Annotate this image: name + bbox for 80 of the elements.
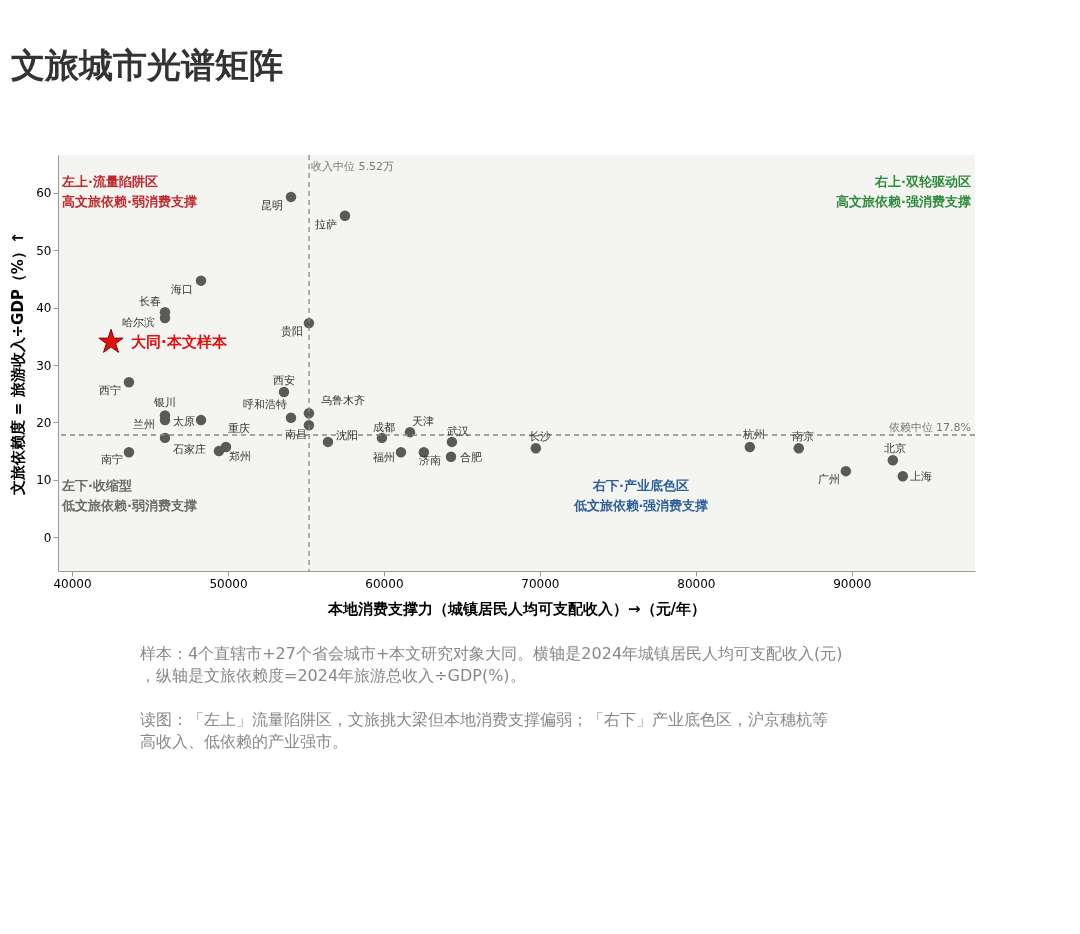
point xyxy=(322,436,334,448)
annotation: 贵阳 xyxy=(280,325,303,339)
point xyxy=(285,191,297,203)
y-tick-label: 30 xyxy=(36,358,52,373)
point xyxy=(897,471,909,482)
annotation: 高文旅依赖·弱消费支撑 xyxy=(62,194,197,209)
point xyxy=(285,412,297,424)
x-axis-title: 本地消费支撑力（城镇居民人均可支配收入）→（元/年） xyxy=(326,599,707,618)
x-tick-label: 60000 xyxy=(365,576,404,591)
y-tick-label: 50 xyxy=(36,243,52,258)
annotation: 沈阳 xyxy=(335,428,358,442)
y-tick-label: 10 xyxy=(36,473,52,488)
y-tick-label: 20 xyxy=(36,415,52,430)
point xyxy=(195,414,207,426)
annotation: 上海 xyxy=(909,470,932,484)
annotation: 石家庄 xyxy=(172,442,206,456)
point xyxy=(278,386,290,398)
annotation: 哈尔滨 xyxy=(121,315,155,329)
point xyxy=(887,455,899,466)
annotation: 高文旅依赖·强消费支撑 xyxy=(836,194,971,209)
chart-title: 文旅城市光谱矩阵 xyxy=(10,45,283,86)
annotation: 低文旅依赖·弱消费支撑 xyxy=(61,498,197,513)
y-axis-title: 文旅依赖度 = 旅游收入÷GDP（%）↑ xyxy=(9,231,28,497)
point xyxy=(123,446,135,458)
point xyxy=(840,465,852,477)
annotation: 右下·产业底色区 xyxy=(592,478,689,493)
annotation: 兰州 xyxy=(132,418,155,432)
annotation: 拉萨 xyxy=(314,217,337,231)
point xyxy=(793,442,805,454)
annotation: 福州 xyxy=(372,451,395,465)
ref-line-label: 收入中位 5.52万 xyxy=(311,160,395,173)
annotation: 南京 xyxy=(791,430,814,444)
point xyxy=(339,210,351,222)
point xyxy=(395,446,407,458)
annotation: 昆明 xyxy=(260,198,283,212)
annotation: 长沙 xyxy=(528,430,551,444)
annotation: 南宁 xyxy=(100,453,123,467)
annotation: 低文旅依赖·强消费支撑 xyxy=(572,498,709,513)
annotation: 乌鲁木齐 xyxy=(320,394,365,408)
annotation: 武汉 xyxy=(446,424,469,438)
point xyxy=(123,376,135,388)
point xyxy=(98,328,124,353)
text: 读图：「左上」流量陷阱区，文旅挑大梁但本地消费支撑偏弱；「右下」产业底色区，沪京穗杭等高收入、低依赖的产业强市。 xyxy=(140,710,828,751)
x-tick-label: 90000 xyxy=(833,576,872,591)
annotation: 太原 xyxy=(173,415,196,429)
annotation: 长春 xyxy=(138,295,161,309)
point xyxy=(213,445,225,457)
annotation: 重庆 xyxy=(227,422,250,436)
annotation: 西安 xyxy=(272,373,295,387)
point xyxy=(445,451,457,463)
annotation: 右上·双轮驱动区 xyxy=(874,174,971,189)
x-tick-label: 40000 xyxy=(53,576,92,591)
annotation: 成都 xyxy=(372,420,395,434)
annotation: 北京 xyxy=(883,442,906,456)
ref-line-label: 依赖中位 17.8% xyxy=(888,421,971,435)
x-tick-label: 80000 xyxy=(677,576,716,591)
annotation: 海口 xyxy=(171,282,194,296)
annotation: 银川 xyxy=(152,395,176,409)
point xyxy=(744,441,756,453)
text: 样本：4个直辖市+27个省会城市+本文研究对象大同。横轴是2024年城镇居民人均可支配收入(元)，纵轴是文旅依赖度=2024年旅游总收入÷GDP(%)。 xyxy=(140,644,843,685)
annotation: 广州 xyxy=(817,473,840,487)
annotation: 天津 xyxy=(411,415,434,429)
point xyxy=(446,436,458,448)
annotation: 呼和浩特 xyxy=(242,397,287,411)
series-label: 大同·本文样本 xyxy=(131,333,228,352)
annotation: 合肥 xyxy=(460,450,482,464)
annotation: 左上·流量陷阱区 xyxy=(61,174,158,189)
annotation: 左下·收缩型 xyxy=(61,478,132,493)
annotation: 杭州 xyxy=(741,428,765,442)
y-tick-label: 40 xyxy=(36,301,52,316)
annotation: 郑州 xyxy=(228,450,251,464)
point xyxy=(195,275,207,286)
annotation: 南昌 xyxy=(284,428,307,442)
annotation: 西宁 xyxy=(98,384,121,398)
x-tick-label: 50000 xyxy=(209,576,248,591)
annotation: 济南 xyxy=(418,454,441,468)
point xyxy=(530,442,542,454)
y-tick-label: 0 xyxy=(43,530,52,545)
x-tick-label: 70000 xyxy=(521,576,560,591)
y-tick-label: 60 xyxy=(36,186,52,201)
